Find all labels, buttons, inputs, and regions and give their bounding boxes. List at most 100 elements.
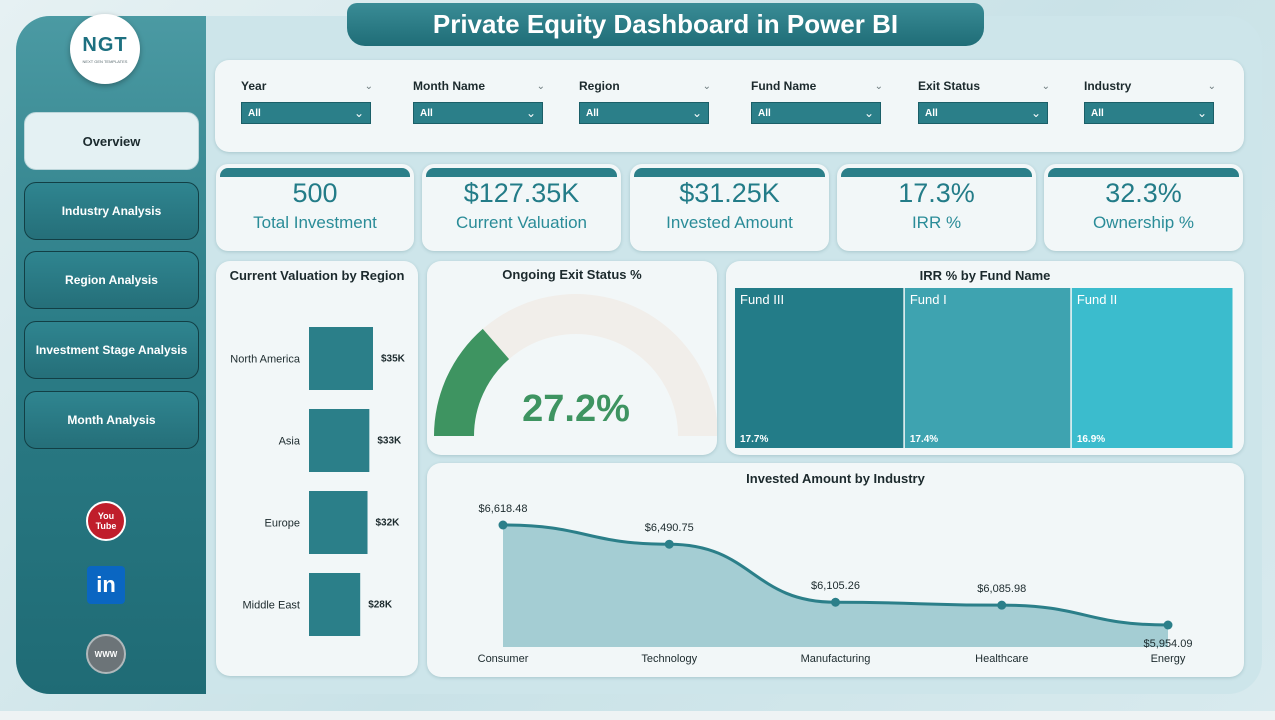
region-category-label: Middle East <box>243 600 300 612</box>
data-label: $6,085.98 <box>977 583 1026 595</box>
data-label: $6,490.75 <box>645 522 694 534</box>
nav-investment-stage-analysis-button[interactable]: Investment Stage Analysis <box>24 321 199 379</box>
year-filter[interactable]: Year ⌄ All ⌄ <box>241 78 373 124</box>
gauge-track <box>434 294 717 436</box>
kpi-accent-bar <box>426 168 617 177</box>
logo-text: NGT <box>82 34 128 56</box>
youtube-icon[interactable]: You Tube <box>86 501 126 541</box>
linkedin-icon[interactable]: in <box>87 566 125 604</box>
region-data-label: $33K <box>377 436 402 447</box>
data-label: $6,105.26 <box>811 580 860 592</box>
globe-icon[interactable]: WWW <box>86 634 126 674</box>
exit-status-gauge-panel: Ongoing Exit Status % 27.2% <box>427 261 717 455</box>
dropdown-value: All <box>248 107 261 119</box>
data-point <box>664 539 674 549</box>
filter-label: Year <box>241 79 267 93</box>
irr-treemap: Fund III 17.7% Fund I 17.4% Fund II 16.9% <box>735 288 1233 448</box>
kpi-label: Total Investment <box>253 213 377 232</box>
treemap-value-label: 17.4% <box>910 434 938 445</box>
chevron-down-icon: ⌄ <box>353 106 364 120</box>
dropdown-value: All <box>925 107 938 119</box>
chevron-down-icon: ⌄ <box>691 106 702 120</box>
kpi-irr-card: 17.3% IRR % <box>837 164 1036 251</box>
kpi-value: $127.35K <box>463 178 580 208</box>
region-category-label: Asia <box>279 436 301 448</box>
irr-treemap-panel: IRR % by Fund Name Fund III 17.7% Fund I 17… <box>726 261 1244 455</box>
chart-title: Invested Amount by Industry <box>746 471 925 486</box>
chevron-down-icon[interactable]: ⌄ <box>364 80 373 92</box>
filter-label: Fund Name <box>751 79 817 93</box>
treemap-value-label: 16.9% <box>1077 434 1105 445</box>
chevron-down-icon: ⌄ <box>1030 106 1041 120</box>
nav-region-analysis-button[interactable]: Region Analysis <box>24 251 199 309</box>
company-logo: NGT NEXT GEN TEMPLATES <box>70 14 140 84</box>
x-tick-label: Energy <box>1151 653 1186 665</box>
kpi-label: Current Valuation <box>455 213 588 232</box>
region-data-label: $35K <box>381 354 406 365</box>
exit-status-dropdown[interactable]: All ⌄ <box>918 102 1048 124</box>
chevron-down-icon[interactable]: ⌄ <box>702 80 711 92</box>
industry-area-chart-panel: Invested Amount by Industry $6,618.48 Con… <box>427 463 1244 677</box>
page-title: Private Equity Dashboard in Power BI <box>347 3 984 46</box>
dropdown-value: All <box>1091 107 1104 119</box>
kpi-value: $31.25K <box>679 178 780 208</box>
region-bar <box>309 409 370 472</box>
nav-month-analysis-button[interactable]: Month Analysis <box>24 391 199 449</box>
chevron-down-icon[interactable]: ⌄ <box>536 80 545 92</box>
chevron-down-icon[interactable]: ⌄ <box>1207 80 1216 92</box>
x-tick-label: Healthcare <box>975 653 1028 665</box>
chevron-down-icon: ⌄ <box>1196 106 1207 120</box>
region-dropdown[interactable]: All ⌄ <box>579 102 709 124</box>
kpi-accent-bar <box>1048 168 1239 177</box>
kpi-ownership-card: 32.3% Ownership % <box>1044 164 1243 251</box>
region-filter[interactable]: Region ⌄ All ⌄ <box>579 78 711 124</box>
treemap-tile <box>904 288 1071 448</box>
filter-label: Month Name <box>413 79 485 93</box>
exit-status-gauge: 27.2% <box>434 294 717 436</box>
data-point <box>1163 620 1173 630</box>
kpi-label: Ownership % <box>1092 213 1195 232</box>
kpi-label: IRR % <box>911 213 962 232</box>
data-point <box>831 597 840 607</box>
treemap-tile <box>735 288 904 448</box>
kpi-invested-amount-card: $31.25K Invested Amount <box>630 164 829 251</box>
region-category-label: North America <box>230 354 301 366</box>
data-label: $6,618.48 <box>479 503 528 515</box>
region-bar <box>309 491 368 554</box>
filter-label: Exit Status <box>918 79 981 93</box>
fund-name-filter[interactable]: Fund Name ⌄ All ⌄ <box>751 78 883 124</box>
chart-title: IRR % by Fund Name <box>919 268 1051 283</box>
region-bar-chart: North America $35K Asia $33K Europe $32K Middl… <box>230 327 406 636</box>
data-point <box>997 600 1007 610</box>
data-point <box>498 520 508 530</box>
kpi-value: 17.3% <box>898 178 975 208</box>
treemap-value-label: 17.7% <box>740 434 768 445</box>
treemap-tile <box>1071 288 1233 448</box>
x-tick-label: Technology <box>641 653 697 665</box>
kpi-accent-bar <box>841 168 1032 177</box>
exit-status-filter[interactable]: Exit Status ⌄ All ⌄ <box>918 78 1050 124</box>
industry-filter[interactable]: Industry ⌄ All ⌄ <box>1084 78 1216 124</box>
chart-title: Ongoing Exit Status % <box>502 267 642 282</box>
chevron-down-icon[interactable]: ⌄ <box>874 80 883 92</box>
data-label: $5,954.09 <box>1144 638 1193 650</box>
x-tick-label: Manufacturing <box>801 653 871 665</box>
chevron-down-icon[interactable]: ⌄ <box>1041 80 1050 92</box>
year-dropdown[interactable]: All ⌄ <box>241 102 371 124</box>
month-name-dropdown[interactable]: All ⌄ <box>413 102 543 124</box>
region-category-label: Europe <box>265 518 300 530</box>
dropdown-value: All <box>420 107 433 119</box>
fund-name-dropdown[interactable]: All ⌄ <box>751 102 881 124</box>
filter-label: Industry <box>1084 79 1132 93</box>
industry-dropdown[interactable]: All ⌄ <box>1084 102 1214 124</box>
treemap-tile-label: Fund III <box>740 292 784 307</box>
nav-overview-button[interactable]: Overview <box>24 112 199 170</box>
chevron-down-icon: ⌄ <box>525 106 536 120</box>
treemap-tile-label: Fund I <box>910 292 947 307</box>
nav-industry-analysis-button[interactable]: Industry Analysis <box>24 182 199 240</box>
month-name-filter[interactable]: Month Name ⌄ All ⌄ <box>413 78 545 124</box>
kpi-label: Invested Amount <box>666 213 793 232</box>
gauge-fill <box>434 328 510 436</box>
region-bar <box>309 327 373 390</box>
dropdown-value: All <box>758 107 771 119</box>
